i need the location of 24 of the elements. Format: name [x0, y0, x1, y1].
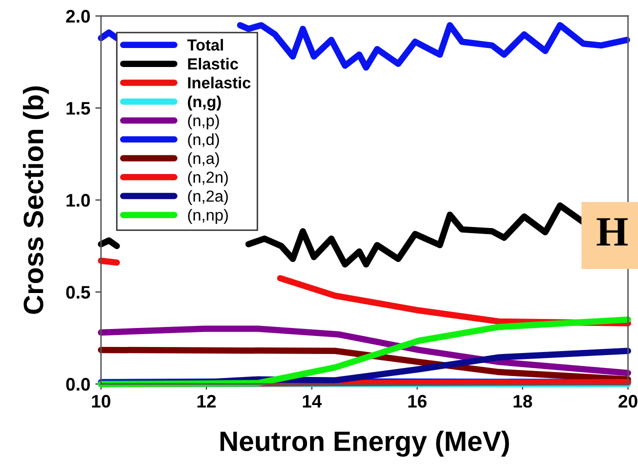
- x-tick-label: 14: [302, 395, 322, 408]
- y-axis-title: Cross Section (b): [22, 86, 49, 314]
- legend-label: Inelastic: [188, 76, 251, 88]
- legend-label: (n,np): [188, 208, 228, 224]
- x-tick-label: 10: [92, 394, 110, 408]
- legend-label: (n,2n): [188, 171, 228, 186]
- y-tick-label: 0.5: [66, 286, 90, 299]
- legend-label: Elastic: [188, 58, 238, 70]
- y-tick-label: 1.0: [66, 194, 90, 207]
- x-tick-label: 18: [514, 394, 532, 408]
- annotation: H: [596, 218, 628, 246]
- y-tick-label: 2.0: [66, 10, 90, 23]
- x-tick-label: 20: [618, 394, 638, 408]
- x-axis-title: Neutron Energy (MeV): [220, 430, 509, 457]
- x-tick-label: 12: [197, 394, 216, 408]
- legend-label: (n,d): [188, 133, 219, 148]
- legend-label: Total: [187, 38, 223, 51]
- y-tick-label: 1.5: [66, 102, 90, 115]
- legend-label: (n,a): [188, 152, 219, 168]
- x-tick-label: 16: [408, 394, 427, 408]
- legend-label: (n,p): [188, 114, 219, 130]
- legend-label: (n,2a): [188, 190, 228, 205]
- y-tick-label: 0.0: [66, 378, 90, 391]
- legend-label: (n,g): [188, 96, 221, 111]
